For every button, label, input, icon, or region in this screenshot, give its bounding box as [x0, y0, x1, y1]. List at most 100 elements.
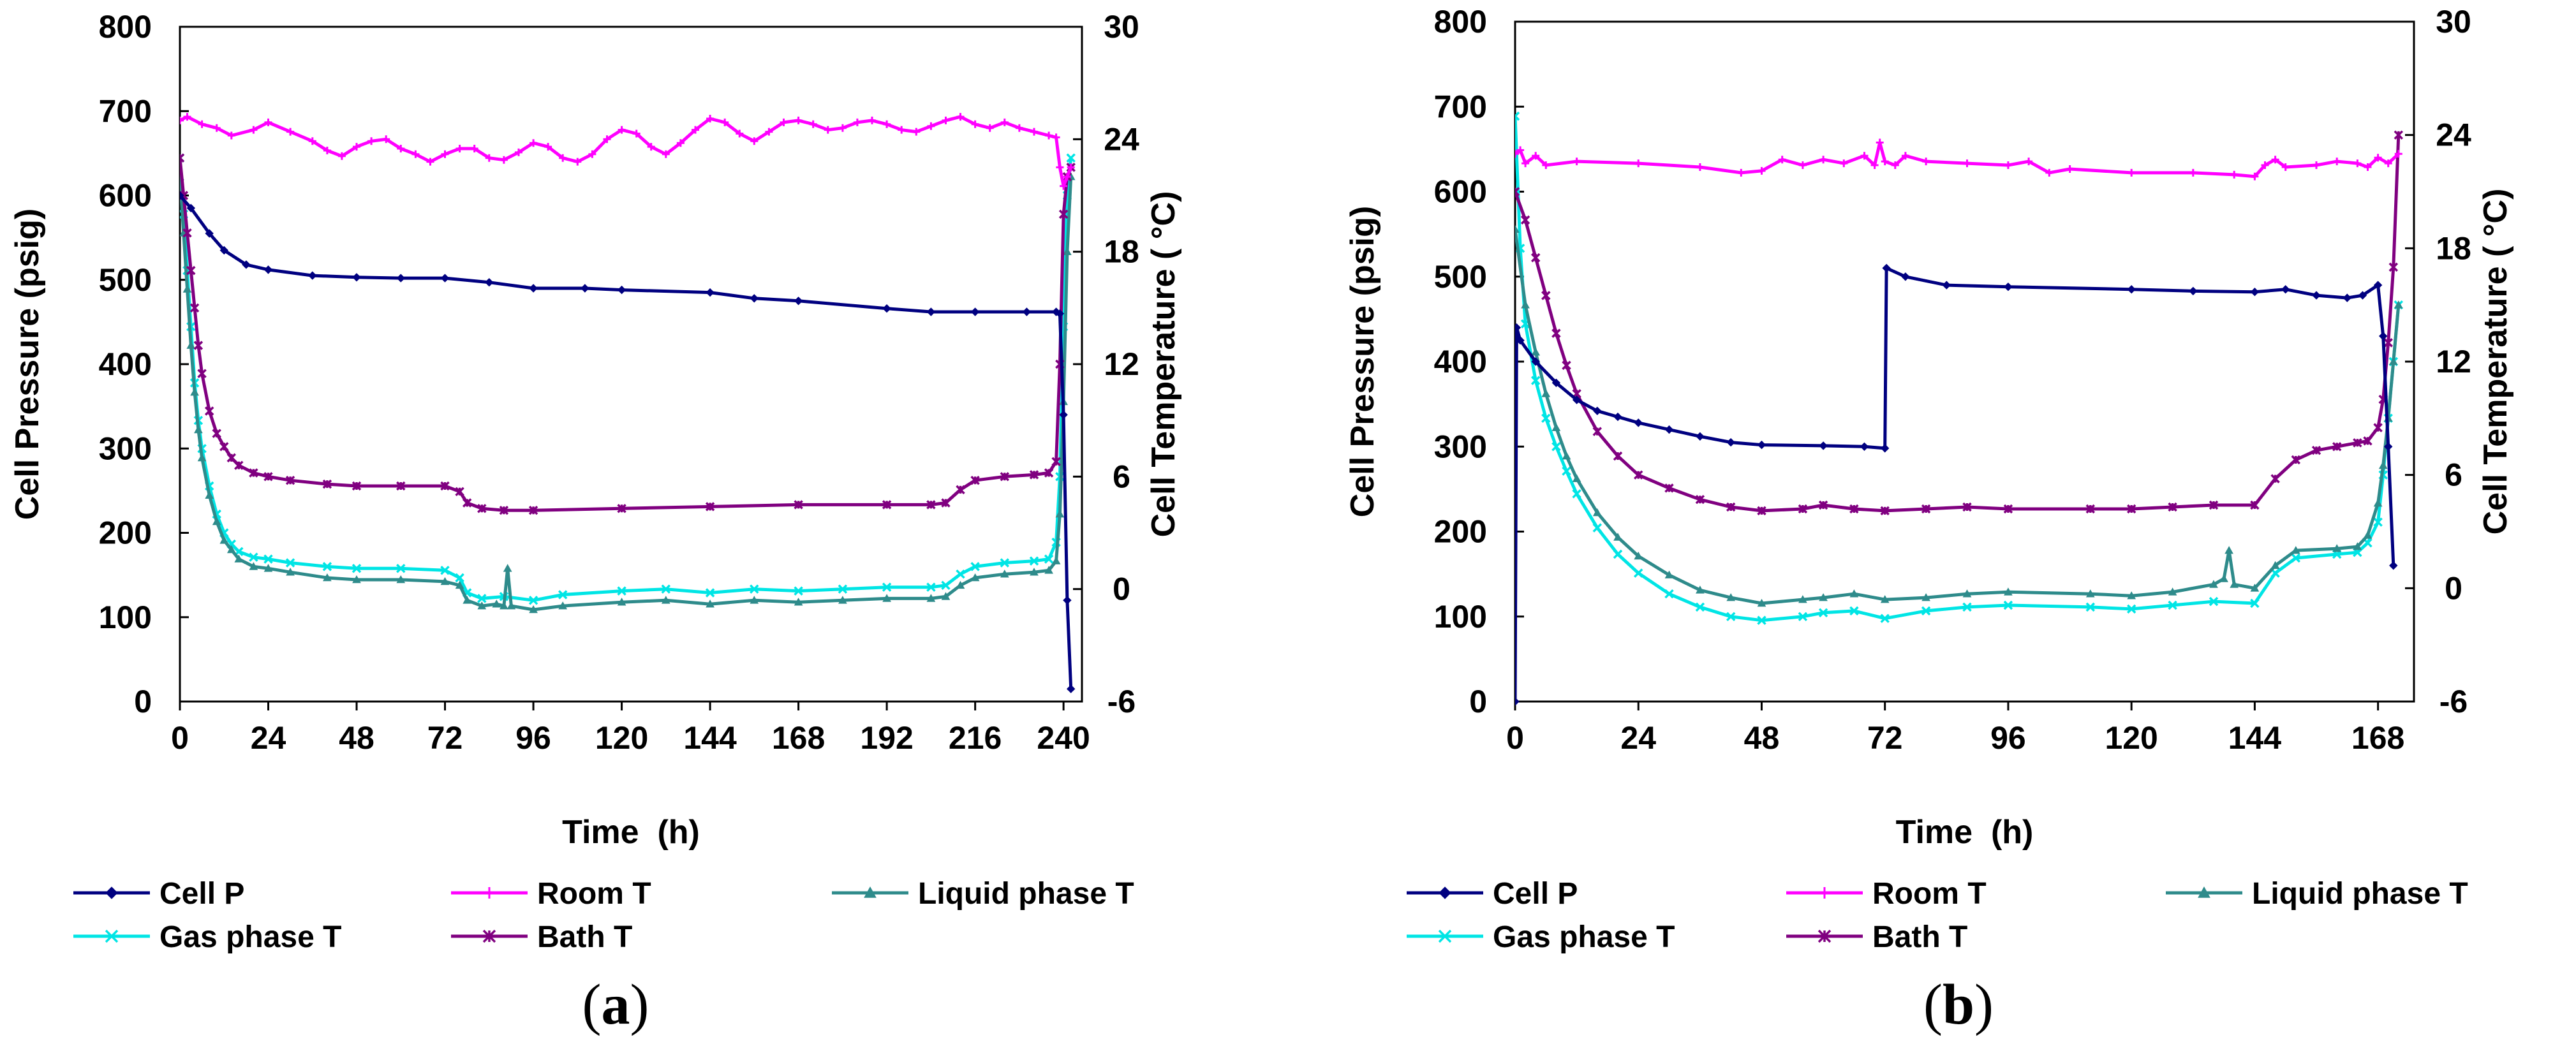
data-point-marker — [559, 154, 567, 162]
data-point — [1849, 606, 1859, 616]
data-point — [2209, 500, 2219, 510]
data-point — [1029, 470, 1039, 480]
data-point-marker — [322, 479, 332, 489]
data-point-marker — [1055, 510, 1065, 518]
data-point — [1000, 570, 1009, 578]
data-point-marker — [926, 594, 936, 602]
data-point — [692, 126, 699, 134]
data-point-marker — [706, 115, 714, 122]
data-point-marker — [927, 122, 935, 130]
data-point-marker — [2291, 553, 2301, 563]
data-point — [1840, 159, 1848, 168]
series-gas-phase-t — [180, 153, 1076, 605]
data-point-marker — [1921, 593, 1930, 601]
data-point-marker — [574, 158, 582, 166]
legend-label: Bath T — [1872, 920, 1967, 954]
data-point — [2364, 163, 2372, 171]
data-point — [2250, 598, 2260, 608]
data-point — [1532, 152, 1540, 160]
data-point — [2045, 168, 2054, 177]
data-point — [588, 150, 596, 158]
data-point-marker — [212, 517, 221, 526]
data-point-marker — [396, 564, 406, 573]
data-point-marker — [1942, 281, 1951, 290]
data-point-marker — [323, 147, 331, 154]
data-point-marker — [581, 284, 589, 293]
data-point — [2291, 455, 2301, 465]
data-point — [263, 564, 273, 572]
data-point — [1818, 608, 1828, 618]
data-point — [2281, 284, 2290, 294]
data-point-marker — [1022, 307, 1032, 316]
data-point-marker — [794, 297, 803, 305]
data-point-marker — [1056, 163, 1064, 172]
data-point — [2219, 574, 2228, 582]
x-tick-label: 120 — [595, 720, 648, 756]
data-point — [194, 425, 203, 434]
data-point — [2189, 286, 2198, 296]
legend-marker-icon — [1817, 929, 1832, 943]
data-point — [926, 582, 936, 592]
data-point-marker — [1726, 593, 1736, 601]
data-point — [1516, 146, 1525, 154]
data-point — [1592, 427, 1603, 436]
data-point — [197, 453, 207, 462]
data-point-marker — [1044, 566, 1053, 574]
data-point-marker — [1055, 309, 1065, 318]
data-point-marker — [1541, 389, 1551, 397]
data-point-marker — [2004, 282, 2013, 291]
data-point-marker — [2291, 455, 2301, 465]
data-point-marker — [2353, 159, 2362, 168]
series-line — [180, 176, 1073, 612]
data-point-marker — [194, 425, 203, 434]
data-point-marker — [440, 566, 450, 575]
data-point-marker — [1664, 570, 1674, 578]
data-point — [503, 564, 512, 572]
data-point-marker — [186, 341, 196, 349]
data-point — [1059, 410, 1068, 420]
data-point — [1063, 247, 1072, 256]
data-point-marker — [212, 429, 221, 438]
data-point — [838, 596, 847, 604]
data-point-marker — [2209, 596, 2219, 607]
legend-marker-icon — [1438, 929, 1452, 943]
data-point-marker — [1044, 468, 1054, 478]
data-point-marker — [2373, 281, 2383, 290]
data-point — [249, 552, 258, 562]
data-point — [986, 124, 994, 132]
data-point — [824, 126, 832, 134]
data-point — [617, 285, 626, 295]
series-line — [180, 115, 1073, 188]
data-point — [189, 303, 200, 313]
data-point — [574, 158, 582, 166]
data-point-marker — [1541, 291, 1551, 300]
panel-label: (b) — [1923, 973, 1994, 1036]
data-point-marker — [1515, 323, 1521, 332]
data-point-marker — [503, 564, 512, 572]
data-point-marker — [382, 135, 390, 143]
data-point-marker — [558, 601, 568, 610]
data-point-marker — [1063, 247, 1072, 256]
data-point-marker — [180, 191, 184, 200]
data-point-marker — [396, 481, 406, 491]
data-point — [2363, 436, 2372, 446]
data-point — [661, 596, 670, 604]
data-point-marker — [1840, 159, 1848, 168]
data-point — [477, 504, 487, 513]
data-point — [1551, 423, 1561, 431]
data-point-marker — [455, 487, 464, 497]
data-point — [882, 594, 891, 602]
data-point — [1778, 156, 1786, 164]
data-point — [970, 562, 980, 571]
data-point-marker — [2353, 438, 2362, 448]
data-point — [882, 582, 892, 592]
legend-item-bath-t: Bath T — [451, 920, 632, 954]
data-point-marker — [286, 128, 295, 136]
data-point-marker — [2383, 442, 2393, 452]
data-point-marker — [2281, 163, 2290, 171]
data-point — [1726, 437, 1735, 447]
data-point — [455, 573, 464, 583]
data-point — [2373, 423, 2383, 432]
data-point-marker — [263, 265, 273, 274]
data-point — [2353, 159, 2362, 168]
